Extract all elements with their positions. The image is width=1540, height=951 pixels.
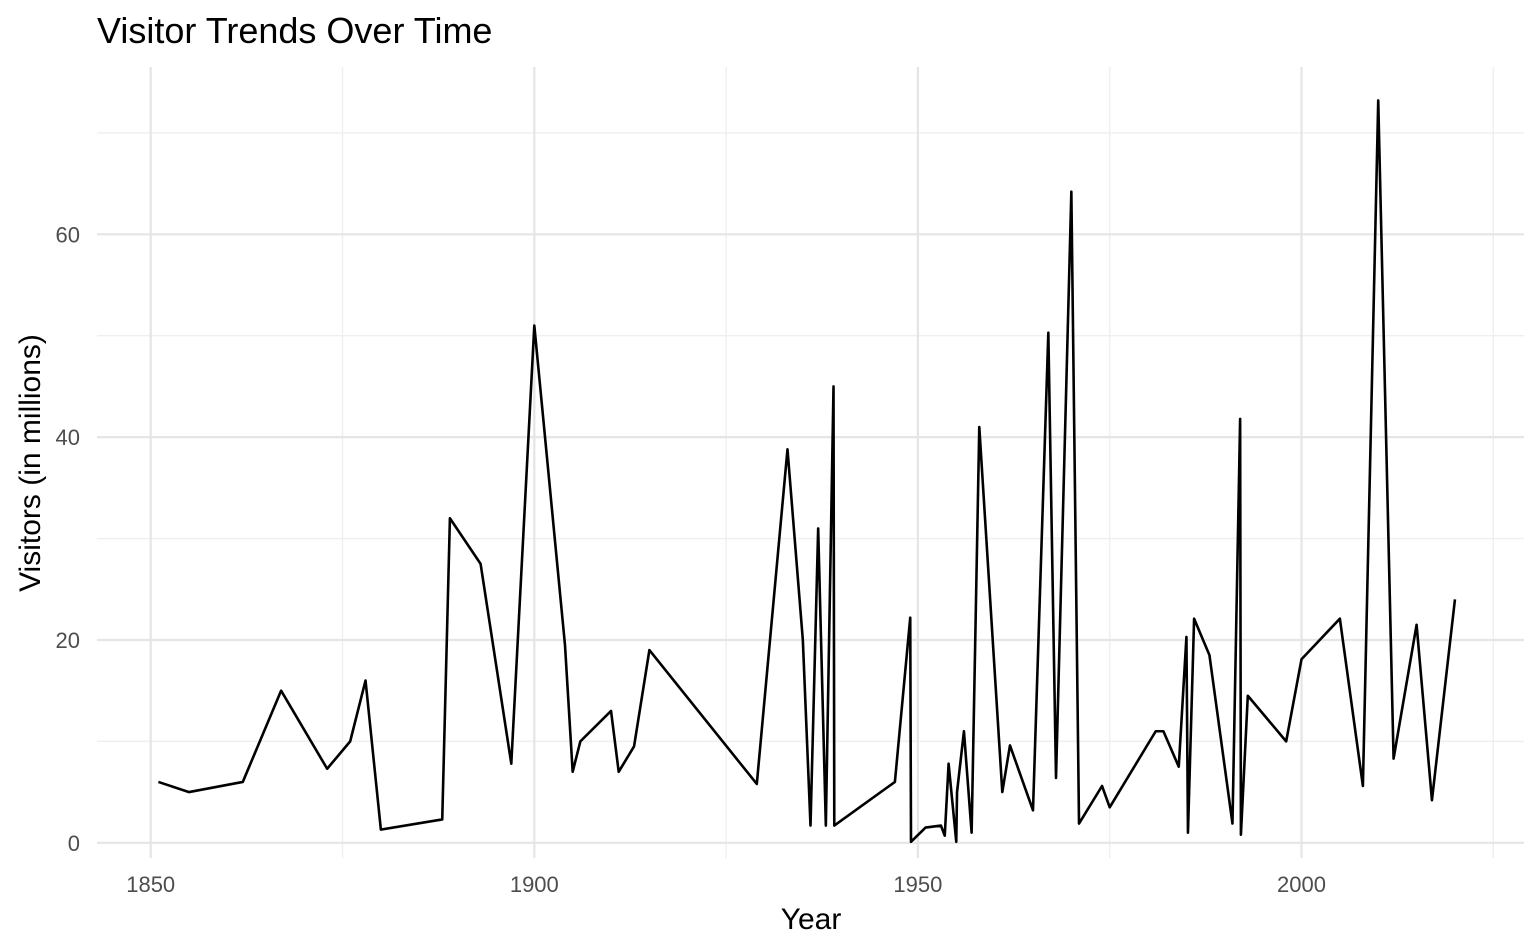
y-axis-title: Visitors (in millions) <box>14 334 47 592</box>
y-axis-ticks: 0 20 40 60 <box>56 222 80 855</box>
x-tick-label: 2000 <box>1277 872 1326 897</box>
grid <box>97 67 1524 858</box>
y-tick-label: 20 <box>56 628 80 653</box>
y-tick-label: 40 <box>56 425 80 450</box>
x-tick-label: 1950 <box>893 872 942 897</box>
series-layer <box>157 99 1457 844</box>
series-line <box>157 99 1457 844</box>
y-tick-label: 0 <box>68 831 80 856</box>
y-tick-label: 60 <box>56 222 80 247</box>
x-axis-ticks: 1850 1900 1950 2000 <box>126 872 1326 897</box>
x-tick-label: 1850 <box>126 872 175 897</box>
x-tick-label: 1900 <box>510 872 559 897</box>
chart-title: Visitor Trends Over Time <box>97 10 492 51</box>
x-axis-title: Year <box>781 903 842 936</box>
